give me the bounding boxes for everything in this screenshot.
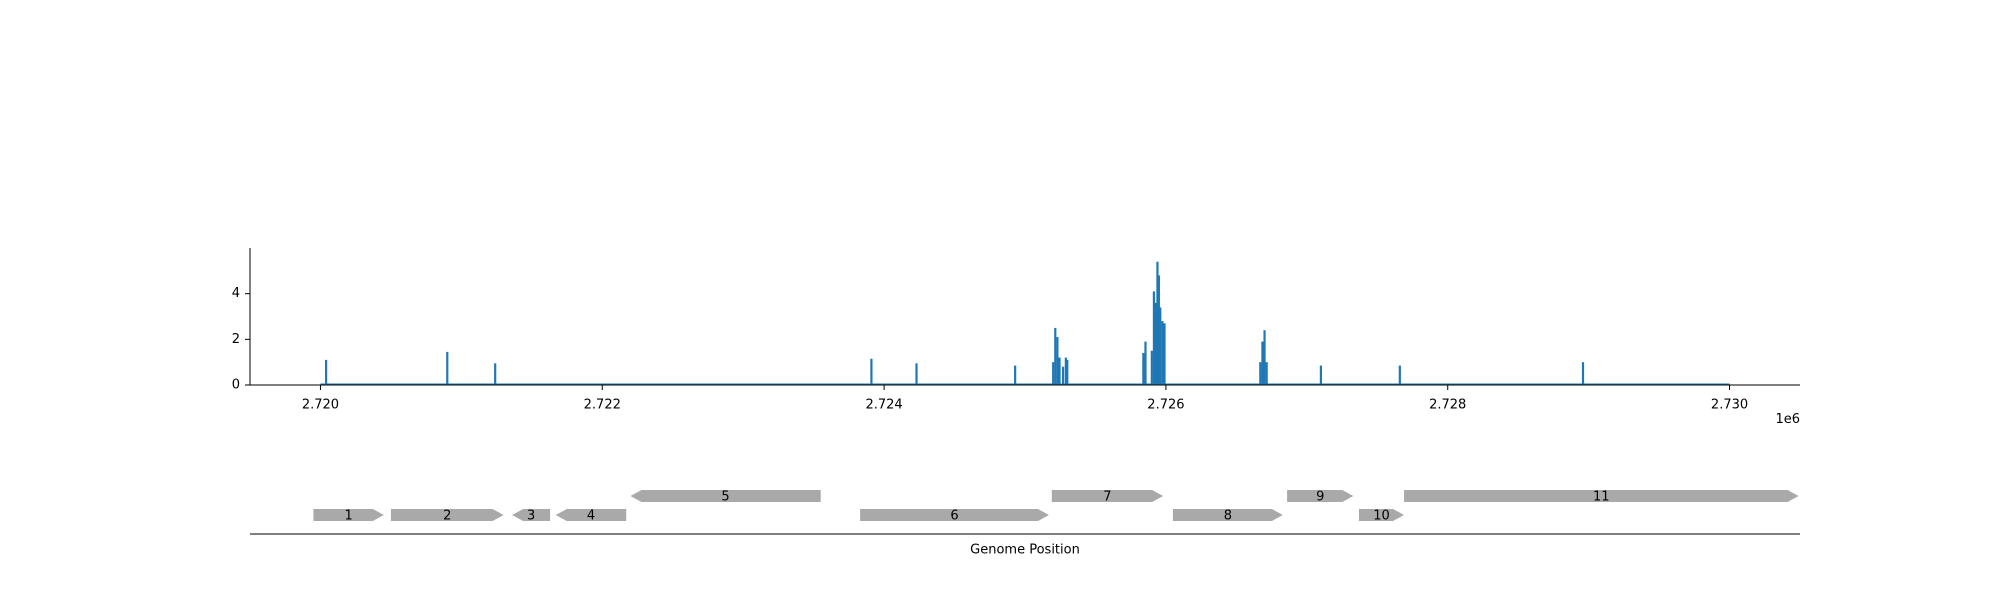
gene-arrow xyxy=(1172,509,1283,521)
gene-label: 2 xyxy=(443,509,451,524)
gene-label: 11 xyxy=(1593,490,1610,505)
y-tick-label: 0 xyxy=(232,378,240,393)
gene-arrow xyxy=(390,509,504,521)
x-tick-label: 2.722 xyxy=(584,398,621,413)
x-tick-label: 2.730 xyxy=(1711,398,1748,413)
gene-label: 7 xyxy=(1103,490,1111,505)
gene-arrow xyxy=(1287,490,1354,502)
gene-arrow xyxy=(512,509,551,521)
x-offset-label: 1e6 xyxy=(1775,412,1800,427)
gene-label: 1 xyxy=(344,509,352,524)
y-tick-label: 2 xyxy=(232,332,240,347)
gene-arrow xyxy=(313,509,384,521)
x-axis-ticks: 2.720 2.722 2.724 2.726 2.728 2.730 xyxy=(302,385,1748,413)
coverage-panel: 2.720 2.722 2.724 2.726 2.728 2.730 0 2 4 1e6 xyxy=(232,248,1800,427)
x-axis-label: Genome Position xyxy=(970,543,1080,558)
gene-label: 8 xyxy=(1224,509,1232,524)
gene-arrow xyxy=(555,509,627,521)
gene-arrow xyxy=(1051,490,1164,502)
y-axis-ticks: 0 2 4 xyxy=(232,286,250,393)
gene-label: 10 xyxy=(1373,509,1390,524)
gene-track: 1 2 3 4 5 6 7 8 9 10 11 Genome Position xyxy=(250,490,1800,558)
gene-arrows: 1 2 3 4 5 6 7 8 9 10 11 xyxy=(313,490,1799,524)
x-tick-label: 2.726 xyxy=(1147,398,1184,413)
y-tick-label: 4 xyxy=(232,286,240,301)
gene-label: 4 xyxy=(587,509,595,524)
gene-arrow xyxy=(1404,490,1799,502)
x-tick-label: 2.720 xyxy=(302,398,339,413)
gene-label: 9 xyxy=(1316,490,1324,505)
x-tick-label: 2.728 xyxy=(1429,398,1466,413)
gene-arrow xyxy=(630,490,821,502)
x-tick-label: 2.724 xyxy=(865,398,902,413)
gene-arrow xyxy=(1358,509,1405,521)
coverage-bars xyxy=(324,261,1585,385)
gene-arrow xyxy=(860,509,1049,521)
gene-label: 6 xyxy=(950,509,958,524)
gene-label: 5 xyxy=(721,490,729,505)
gene-label: 3 xyxy=(527,509,535,524)
